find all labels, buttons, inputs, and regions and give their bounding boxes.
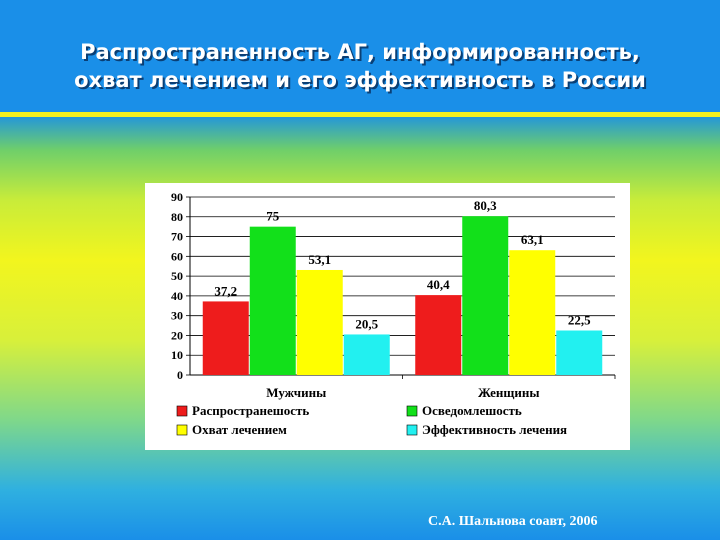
data-label: 40,4: [427, 277, 450, 292]
y-tick-label: 30: [171, 309, 183, 323]
bar: [249, 226, 296, 375]
title-line-1: Распространенность АГ, информированность…: [80, 40, 640, 64]
data-label: 20,5: [355, 316, 378, 331]
y-tick-label: 90: [171, 190, 183, 204]
category-label: Женщины: [478, 385, 540, 400]
data-label: 53,1: [308, 252, 331, 267]
data-label: 63,1: [521, 232, 544, 247]
title-line-2: охват лечением и его эффективность в Рос…: [74, 68, 646, 92]
legend-swatch: [406, 424, 418, 436]
bar: [462, 216, 509, 375]
bar: [202, 301, 249, 375]
bar: [296, 269, 343, 375]
y-tick-label: 20: [171, 328, 183, 342]
legend-swatch: [176, 424, 188, 436]
legend-swatch: [176, 405, 188, 417]
legend-label: Осведомлешость: [422, 403, 522, 418]
data-label: 75: [266, 209, 280, 224]
y-tick-label: 60: [171, 249, 183, 263]
legend-label: Охват лечением: [192, 422, 287, 437]
chart-panel: 0 10 20 30 40 50 60 70 80 90 37,2 75 53,1 20,5 Мужчины…: [145, 183, 630, 450]
data-label: 22,5: [568, 313, 591, 328]
bar: [415, 295, 462, 375]
data-label: 37,2: [214, 283, 237, 298]
y-tick-label: 80: [171, 210, 183, 224]
y-tick-label: 0: [177, 368, 183, 382]
y-tick-label: 70: [171, 230, 183, 244]
title-band: [0, 0, 720, 112]
y-tick-label: 40: [171, 289, 183, 303]
title-divider: [0, 112, 720, 117]
y-tick-label: 10: [171, 348, 183, 362]
slide-title: Распространенность АГ, информированность…: [0, 38, 720, 94]
category-label: Мужчины: [266, 385, 326, 400]
legend-swatch: [406, 405, 418, 417]
data-label: 80,3: [474, 198, 497, 213]
bar: [343, 334, 390, 375]
y-tick-label: 50: [171, 269, 183, 283]
bar: [509, 250, 556, 375]
legend-label: Эффективность лечения: [422, 422, 567, 437]
source-credit: С.А. Шальнова соавт, 2006: [428, 514, 598, 529]
legend-label: Распространешость: [192, 403, 309, 418]
bar-chart: 0 10 20 30 40 50 60 70 80 90 37,2 75 53,1 20,5 Мужчины…: [171, 190, 616, 437]
bar: [556, 330, 603, 375]
